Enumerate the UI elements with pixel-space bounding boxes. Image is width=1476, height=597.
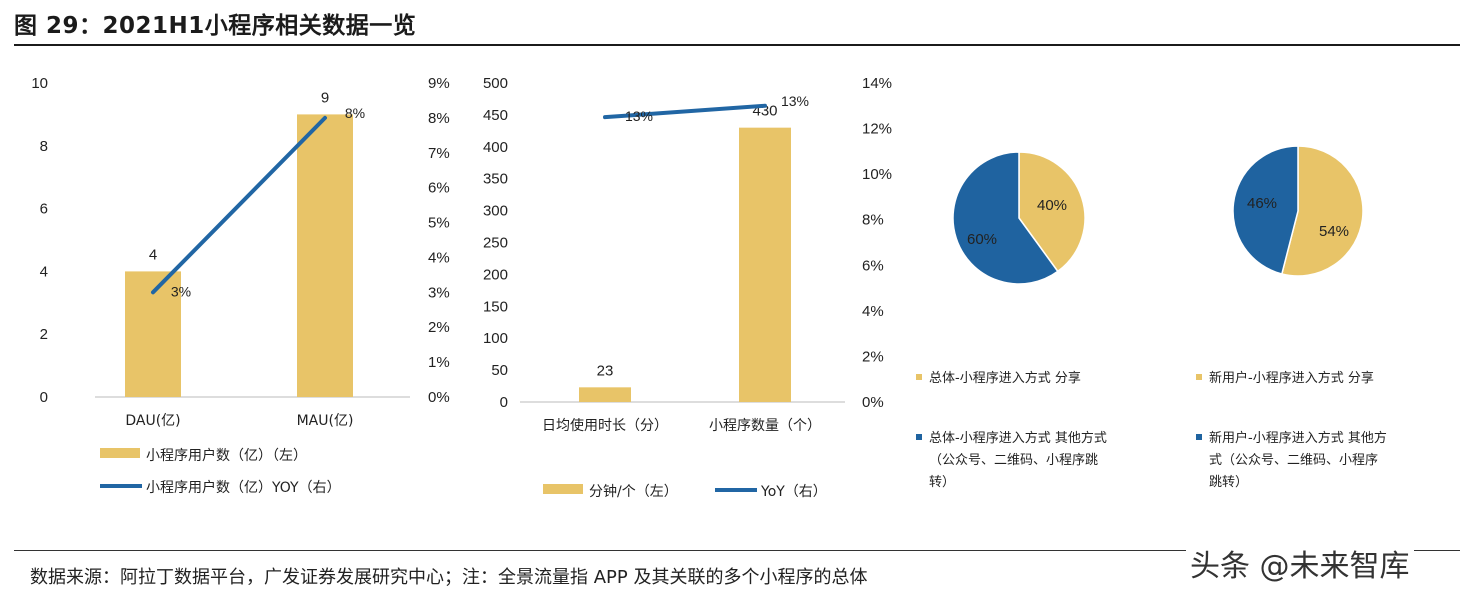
y-tick-label: 4 [40, 263, 48, 280]
title-divider [14, 44, 1460, 46]
y2-tick-label: 8% [862, 212, 884, 229]
legend-label: YoY（右） [760, 484, 827, 500]
legend-label: （公众号、二维码、小程序跳 [929, 453, 1098, 468]
y2-tick-label: 6% [428, 180, 450, 197]
pie-slice [1232, 145, 1299, 275]
legend-label: 新用户-小程序进入方式 其他方 [1209, 430, 1387, 446]
pie-slice [952, 151, 1059, 285]
y2-tick-label: 4% [428, 249, 450, 266]
y-tick-label: 350 [483, 171, 508, 188]
y2-tick-label: 10% [862, 166, 892, 183]
pie-slice [1280, 145, 1364, 277]
legend-label: 跳转） [1209, 475, 1248, 490]
legend-label: 式（公众号、二维码、小程序 [1209, 453, 1378, 468]
y-tick-label: 6 [40, 201, 48, 218]
bar [579, 387, 631, 402]
legend-label: 总体-小程序进入方式 分享 [929, 370, 1081, 386]
y2-tick-label: 4% [862, 303, 884, 320]
legend-swatch-gold [916, 374, 922, 380]
y-tick-label: 8 [40, 138, 48, 155]
footer-divider [14, 550, 1460, 551]
y-tick-label: 300 [483, 203, 508, 220]
y2-tick-label: 6% [862, 257, 884, 274]
y2-tick-label: 8% [428, 110, 450, 127]
legend-label: 小程序用户数（亿）YOY（右） [146, 479, 341, 496]
pie-slice-label: 40% [1037, 197, 1067, 214]
y-tick-label: 150 [483, 298, 508, 315]
line-value-label: 8% [345, 105, 365, 121]
legend-swatch-blue [916, 434, 922, 440]
legend-label: 小程序用户数（亿）（左） [146, 447, 307, 464]
category-label: DAU(亿) [125, 413, 180, 429]
line-value-label: 3% [171, 283, 191, 299]
y-tick-label: 2 [40, 326, 48, 343]
y-tick-label: 200 [483, 266, 508, 283]
yoy-line [603, 103, 767, 120]
y2-tick-label: 2% [428, 319, 450, 336]
bar-value-label: 23 [597, 362, 614, 379]
category-label: MAU(亿) [297, 413, 354, 429]
source-note: 数据来源：阿拉丁数据平台，广发证券发展研究中心；注：全景流量指 APP 及其关联… [30, 567, 868, 588]
y-tick-label: 50 [491, 362, 508, 379]
legend-label: 总体-小程序进入方式 其他方式 [929, 430, 1107, 446]
y2-tick-label: 1% [428, 354, 450, 371]
y-tick-label: 0 [500, 394, 508, 411]
line-value-label: 13% [781, 93, 809, 109]
y-tick-label: 450 [483, 107, 508, 124]
legend-label: 转） [929, 475, 955, 490]
yoy-line [151, 115, 327, 295]
y2-tick-label: 7% [428, 145, 450, 162]
legend-label: 新用户-小程序进入方式 分享 [1209, 370, 1374, 386]
legend-swatch-blue [1196, 434, 1202, 440]
y-tick-label: 400 [483, 139, 508, 156]
y-tick-label: 250 [483, 235, 508, 252]
pie-slice-label: 54% [1319, 223, 1349, 240]
legend-swatch-bar [100, 448, 140, 458]
line-value-label: 13% [625, 108, 653, 124]
figure-title: 图 29：2021H1小程序相关数据一览 [14, 13, 417, 39]
y2-tick-label: 5% [428, 215, 450, 232]
y-tick-label: 10 [31, 75, 48, 92]
bar [297, 114, 353, 398]
y2-tick-label: 2% [862, 348, 884, 365]
chart-canvas: 0 2 4 6 8 10 0% 1% 2% 3% 4% 5% 6% 7% 8% 9% 4 DAU(亿) 9 MAU(亿… [31, 75, 1387, 500]
y2-tick-label: 14% [862, 75, 892, 92]
pie-slice [1018, 151, 1086, 273]
category-label: 日均使用时长（分） [542, 417, 668, 434]
y-tick-label: 0 [40, 389, 48, 406]
category-label: 小程序数量（个） [709, 418, 821, 434]
bar-value-label: 4 [149, 246, 157, 263]
bar [739, 127, 791, 402]
y2-tick-label: 0% [428, 389, 450, 406]
y2-tick-label: 3% [428, 284, 450, 301]
y2-tick-label: 12% [862, 121, 892, 138]
y-tick-label: 500 [483, 75, 508, 92]
y-tick-label: 100 [483, 330, 508, 347]
y2-tick-label: 9% [428, 75, 450, 92]
legend-label: 分钟/个（左） [589, 483, 678, 500]
bar-value-label: 9 [321, 89, 329, 106]
legend-swatch-gold [1196, 374, 1202, 380]
pie-slice-label: 46% [1247, 195, 1277, 212]
legend-swatch-bar [543, 484, 583, 494]
watermark: 头条 @未来智库 [1186, 541, 1414, 585]
pie-slice-label: 60% [967, 231, 997, 248]
y2-tick-label: 0% [862, 394, 884, 411]
